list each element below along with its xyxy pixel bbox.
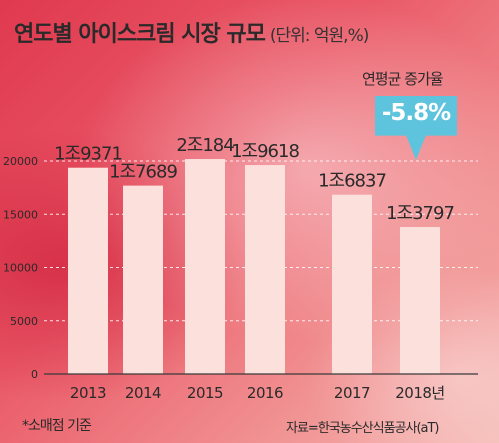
bar [332,194,372,374]
source-note: 자료=한국농수산식품공사(aT) [286,421,440,436]
cagr-label: 연평균 증가율 [362,70,444,88]
unit-label: (단위: 억원,%) [269,26,370,46]
data-label: 1조9371 [54,144,122,165]
bar [185,159,225,374]
title-text: 연도별 아이스크림 시장 규모 [14,22,266,47]
y-tick-label: 10000 [3,262,38,275]
x-tick-label: 2014 [125,384,161,402]
y-tick-label: 20000 [3,155,38,168]
x-tick-label: 2015 [187,384,223,402]
y-tick-label: 15000 [3,208,38,221]
footnote: *소매점 기준 [22,418,92,434]
x-tick-label: 2018년 [395,384,444,402]
data-label: 1조3797 [386,203,454,224]
y-tick-label: 5000 [10,315,38,328]
bars [68,159,440,374]
y-tick-label: 0 [31,368,38,381]
x-axis-ticks: 2013 2014 2015 2016 2017 2018년 [70,384,445,402]
data-label: 1조7689 [109,162,177,183]
bar [400,227,440,374]
y-axis-ticks: 0 5000 10000 15000 20000 [3,155,38,381]
x-tick-label: 2016 [247,384,283,402]
cagr-value: -5.8% [381,100,451,126]
chart-title: 연도별 아이스크림 시장 규모 (단위: 억원,%) [14,16,370,48]
data-label: 2조184 [176,135,234,156]
x-tick-label: 2017 [334,384,370,402]
bar [123,185,163,374]
data-label: 1조6837 [318,171,386,192]
data-label: 1조9618 [231,141,299,162]
x-tick-label: 2013 [70,384,106,402]
bar [245,165,285,374]
bar [68,167,108,374]
